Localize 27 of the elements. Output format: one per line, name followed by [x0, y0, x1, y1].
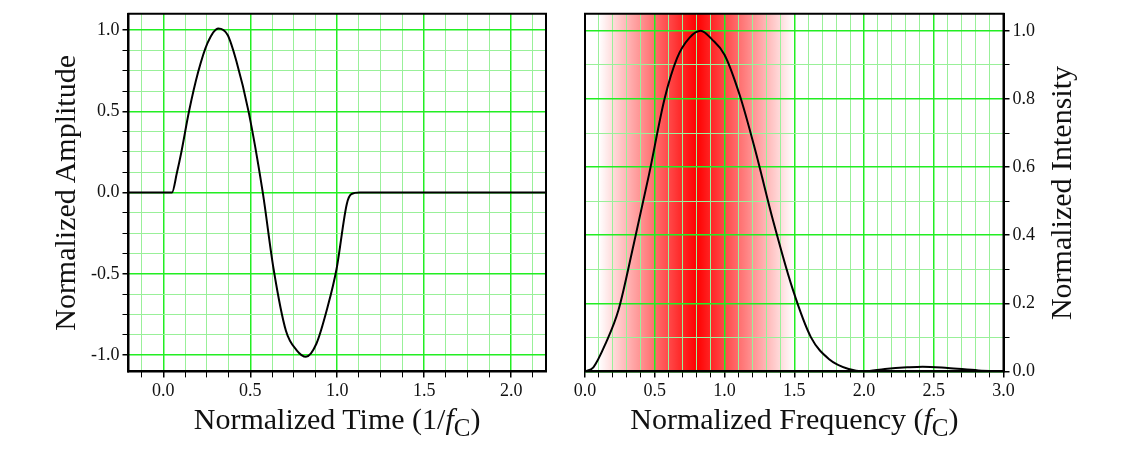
- x-tick-label: 2.5: [922, 379, 945, 400]
- x-tick-label: 1.0: [326, 379, 349, 400]
- y2-tick-label: 1.0: [1012, 19, 1035, 40]
- y2-tick-label: 0.0: [1012, 360, 1035, 381]
- x-tick-label: 0.5: [239, 379, 262, 400]
- y2-tick-label: 0.6: [1012, 155, 1035, 176]
- x-axis-title: Normalized Time (1/f$_{C}$): [193, 402, 481, 442]
- y2-tick-label: 0.8: [1012, 87, 1035, 108]
- x-tick-label: 2.0: [499, 379, 523, 400]
- x-tick-label: 0.0: [152, 379, 175, 400]
- x-tick-label: 1.5: [783, 379, 806, 400]
- y-tick-label: -0.5: [90, 262, 120, 283]
- x-tick-label: 3.0: [992, 379, 1015, 400]
- y-tick-label: 0.0: [96, 181, 120, 202]
- y2-tick-label: 0.4: [1012, 223, 1035, 244]
- x-axis-title: Normalized Frequency (f$_{C}$): [630, 402, 959, 442]
- y-tick-label: 0.5: [96, 100, 120, 121]
- x-tick-label: 1.0: [713, 379, 736, 400]
- y-tick-label: -1.0: [90, 343, 120, 364]
- x-tick-label: 2.0: [852, 379, 876, 400]
- x-tick-label: 0.5: [643, 379, 666, 400]
- y-tick-label: 1.0: [96, 18, 120, 39]
- y2-axis-title: Normalized Intensity: [1044, 65, 1078, 320]
- x-tick-label: 1.5: [412, 379, 436, 400]
- y-axis-title: Normalized Amplitude: [48, 54, 82, 331]
- y2-tick-label: 0.2: [1012, 292, 1035, 313]
- x-tick-label: 0.0: [573, 379, 597, 400]
